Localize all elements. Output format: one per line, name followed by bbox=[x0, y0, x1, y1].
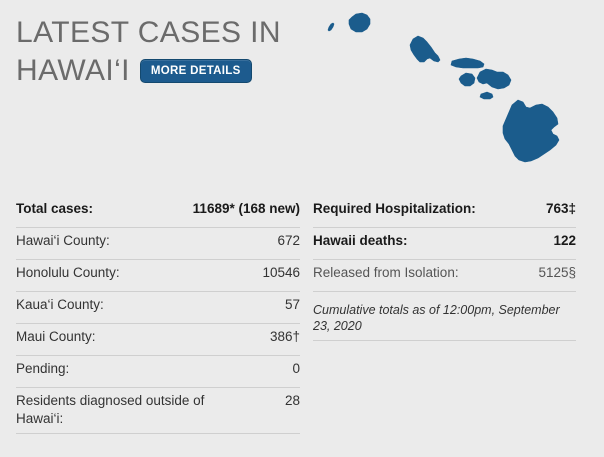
row-label: Released from Isolation: bbox=[313, 265, 459, 280]
page-title: LATEST CASES IN HAWAI‘I MORE DETAILS bbox=[16, 14, 316, 90]
row-value: 10546 bbox=[262, 265, 300, 280]
row-value: 122 bbox=[553, 233, 576, 248]
table-row: Hawaii deaths: 122 bbox=[313, 228, 576, 260]
row-label: Hawai‘i County: bbox=[16, 233, 110, 248]
page-title-line-2-row: HAWAI‘I MORE DETAILS bbox=[16, 52, 316, 90]
table-row: Maui County: 386† bbox=[16, 324, 300, 356]
row-label: Total cases: bbox=[16, 201, 94, 216]
row-value: 11689* (168 new) bbox=[192, 201, 300, 216]
more-details-button[interactable]: MORE DETAILS bbox=[139, 59, 252, 83]
footnote-row: Cumulative totals as of 12:00pm, Septemb… bbox=[313, 292, 576, 341]
stats-section: Total cases: 11689* (168 new) Hawai‘i Co… bbox=[0, 196, 604, 434]
row-value: 28 bbox=[284, 393, 300, 408]
page-title-line-1: LATEST CASES IN bbox=[16, 16, 281, 49]
row-label: Honolulu County: bbox=[16, 265, 120, 280]
cumulative-totals-note: Cumulative totals as of 12:00pm, Septemb… bbox=[313, 303, 560, 333]
table-row: Pending: 0 bbox=[16, 356, 300, 388]
row-label: Hawaii deaths: bbox=[313, 233, 408, 248]
row-value: 57 bbox=[284, 297, 300, 312]
table-row: Kaua‘i County: 57 bbox=[16, 292, 300, 324]
row-value: 5125§ bbox=[538, 265, 576, 280]
row-label: Residents diagnosed outside of Hawai‘i: bbox=[16, 393, 205, 426]
table-row: Total cases: 11689* (168 new) bbox=[16, 196, 300, 228]
row-value: 0 bbox=[292, 361, 300, 376]
row-label: Required Hospitalization: bbox=[313, 201, 476, 216]
stats-left-column: Total cases: 11689* (168 new) Hawai‘i Co… bbox=[0, 196, 300, 434]
page-title-line-2: HAWAI‘I bbox=[16, 54, 130, 87]
stats-right-column: Required Hospitalization: 763‡ Hawaii de… bbox=[300, 196, 590, 434]
table-row: Hawai‘i County: 672 bbox=[16, 228, 300, 260]
table-row: Required Hospitalization: 763‡ bbox=[313, 196, 576, 228]
widget-header: LATEST CASES IN HAWAI‘I MORE DETAILS bbox=[0, 0, 604, 180]
table-row: Released from Isolation: 5125§ bbox=[313, 260, 576, 292]
row-value: 672 bbox=[277, 233, 300, 248]
row-label: Pending: bbox=[16, 361, 70, 376]
row-value: 386† bbox=[269, 329, 300, 344]
row-label: Maui County: bbox=[16, 329, 96, 344]
row-label: Kaua‘i County: bbox=[16, 297, 104, 312]
table-row: Residents diagnosed outside of Hawai‘i: … bbox=[16, 388, 300, 434]
table-row: Honolulu County: 10546 bbox=[16, 260, 300, 292]
row-value: 763‡ bbox=[545, 201, 576, 216]
hawaii-islands-map bbox=[300, 0, 604, 180]
